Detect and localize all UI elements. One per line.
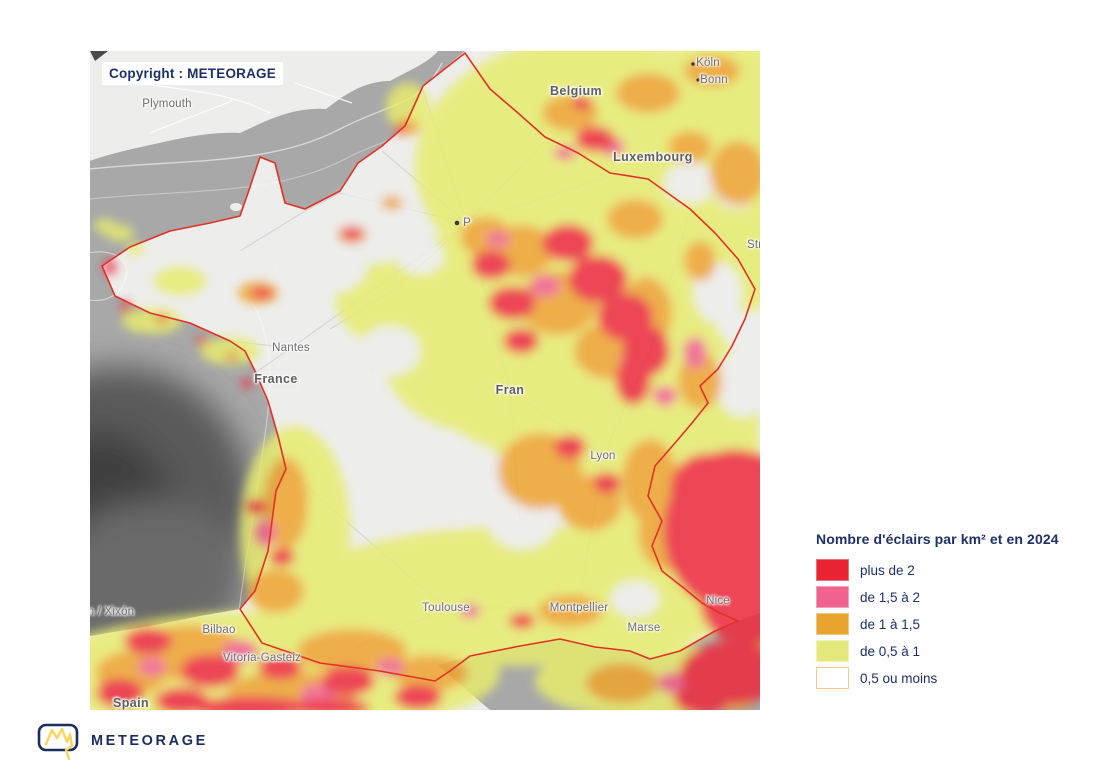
legend-item-2: de 1 à 1,5 bbox=[816, 613, 1086, 635]
france-border-line bbox=[101, 52, 756, 682]
legend-item-0: plus de 2 bbox=[816, 559, 1086, 581]
city-dots bbox=[454, 62, 700, 226]
legend-items: plus de 2 de 1,5 à 2 de 1 à 1,5 de 0,5 à 1 0… bbox=[816, 559, 1086, 689]
legend-item-label: de 1 à 1,5 bbox=[860, 616, 921, 632]
legend-swatch-2 bbox=[816, 613, 849, 635]
deep-water-shading bbox=[90, 366, 253, 651]
legend-item-3: de 0,5 à 1 bbox=[816, 640, 1086, 662]
map-graphic bbox=[90, 51, 760, 710]
legend-item-label: 0,5 ou moins bbox=[860, 670, 938, 686]
legend: Nombre d'éclairs par km² et en 2024 plus… bbox=[816, 531, 1086, 694]
map-corner-mark bbox=[90, 51, 108, 61]
overlay-red bbox=[96, 96, 760, 710]
meteorage-logo-icon bbox=[37, 723, 79, 761]
legend-swatch-0 bbox=[816, 559, 849, 581]
lightning-density-map: PlymouthBelgiumKölnBonnLuxembourgStraPNa… bbox=[90, 51, 760, 710]
legend-item-label: de 1,5 à 2 bbox=[860, 589, 921, 605]
legend-swatch-4 bbox=[816, 667, 849, 689]
legend-item-1: de 1,5 à 2 bbox=[816, 586, 1086, 608]
brand-name: METEORAGE bbox=[91, 733, 208, 749]
legend-swatch-1 bbox=[816, 586, 849, 608]
legend-title: Nombre d'éclairs par km² et en 2024 bbox=[816, 531, 1059, 547]
overlay-clear-patches bbox=[283, 163, 760, 617]
lightning-bolt-icon bbox=[44, 727, 74, 761]
legend-item-4: 0,5 ou moins bbox=[816, 667, 1086, 689]
density-overlay bbox=[90, 51, 760, 710]
legend-swatch-3 bbox=[816, 640, 849, 662]
channel-island bbox=[242, 216, 252, 224]
legend-item-label: de 0,5 à 1 bbox=[860, 643, 921, 659]
legend-item-label: plus de 2 bbox=[860, 562, 915, 578]
map-copyright: Copyright : METEORAGE bbox=[102, 62, 283, 85]
channel-island bbox=[230, 203, 242, 211]
footer-brand: METEORAGE bbox=[36, 720, 208, 762]
